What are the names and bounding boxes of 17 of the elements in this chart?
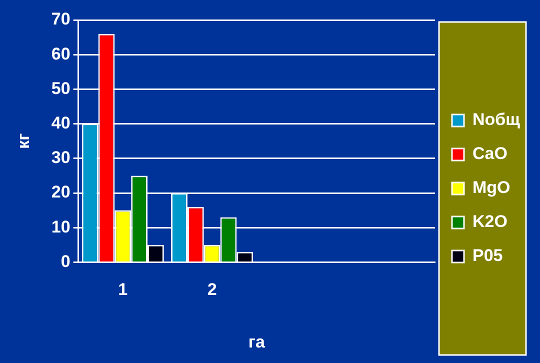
- legend-label: Nобщ: [472, 110, 521, 130]
- y-tick-label: 20: [51, 182, 70, 202]
- y-axis-title: кг: [14, 133, 33, 149]
- x-tick-label: 1: [118, 280, 128, 300]
- legend-label: CaO: [472, 144, 508, 164]
- y-tick-label: 30: [51, 148, 70, 168]
- y-tick-label: 70: [51, 10, 70, 29]
- y-tick-label: 0: [60, 252, 70, 271]
- y-tick-label: 10: [51, 217, 70, 236]
- y-tick-label: 40: [51, 113, 70, 132]
- legend-label: P05: [472, 246, 503, 266]
- x-axis-title: га: [248, 332, 266, 352]
- legend-label: MgO: [472, 178, 510, 198]
- y-tick-label: 50: [51, 78, 70, 98]
- y-tick-label: 60: [51, 44, 70, 64]
- x-tick-label: 2: [207, 280, 217, 300]
- legend-label: K2O: [472, 212, 508, 232]
